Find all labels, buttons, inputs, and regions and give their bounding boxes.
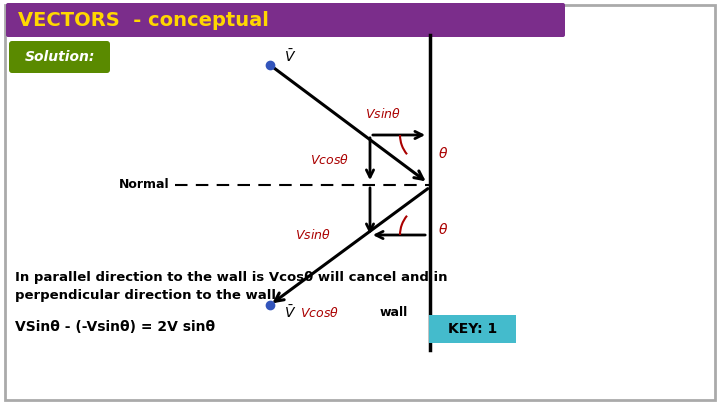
Text: $Vsin\theta$: $Vsin\theta$	[295, 228, 331, 242]
Text: VECTORS  - conceptual: VECTORS - conceptual	[18, 11, 269, 30]
FancyBboxPatch shape	[5, 5, 715, 400]
Text: $Vcos\theta$: $Vcos\theta$	[300, 306, 339, 320]
Text: Normal: Normal	[120, 179, 170, 192]
Text: perpendicular direction to the wall: perpendicular direction to the wall	[15, 288, 276, 301]
Text: wall: wall	[380, 307, 408, 320]
FancyBboxPatch shape	[9, 41, 110, 73]
Text: $\bar{V}$: $\bar{V}$	[284, 49, 297, 66]
Text: $Vcos\theta$: $Vcos\theta$	[310, 153, 349, 167]
Text: $\theta$: $\theta$	[438, 145, 449, 160]
Text: $Vsin\theta$: $Vsin\theta$	[365, 107, 401, 121]
Text: $\theta$: $\theta$	[438, 222, 449, 237]
Text: In parallel direction to the wall is Vcosθ will cancel and in: In parallel direction to the wall is Vco…	[15, 271, 448, 284]
Text: VSinθ - (-Vsinθ) = 2V sinθ: VSinθ - (-Vsinθ) = 2V sinθ	[15, 320, 215, 334]
FancyBboxPatch shape	[6, 3, 565, 37]
FancyBboxPatch shape	[429, 315, 516, 343]
Text: KEY: 1: KEY: 1	[449, 322, 498, 336]
Text: $\bar{V}$: $\bar{V}$	[284, 305, 297, 322]
Text: Solution:: Solution:	[24, 50, 95, 64]
